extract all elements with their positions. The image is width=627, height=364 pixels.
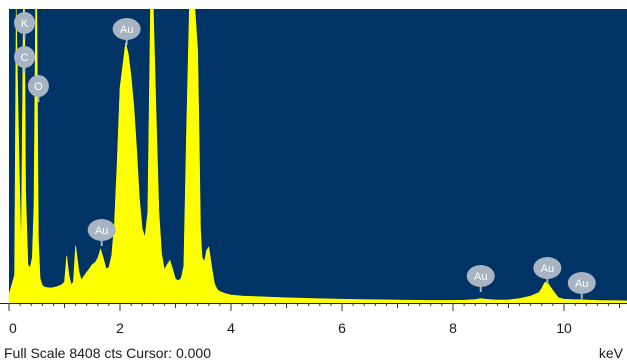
- element-marker-k: K: [14, 12, 36, 39]
- element-marker-label: O: [34, 81, 43, 93]
- element-marker-au: Au: [112, 18, 141, 45]
- element-marker-label: Au: [575, 278, 588, 290]
- element-marker-au: Au: [567, 272, 596, 299]
- element-marker-label: K: [21, 18, 29, 30]
- x-tick-label: 0: [9, 320, 17, 336]
- x-tick-label: 2: [116, 320, 124, 336]
- x-tick-label: 4: [227, 320, 235, 336]
- x-axis-unit-label: keV: [598, 345, 623, 361]
- x-tick-label: 10: [556, 320, 572, 336]
- x-axis-ticks: 0 2 4 6 8 10: [8, 303, 620, 336]
- element-marker-au: Au: [533, 257, 562, 284]
- element-marker-label: Au: [541, 263, 554, 275]
- x-tick-label: 8: [449, 320, 457, 336]
- full-scale-cursor-readout: Full Scale 8408 cts Cursor: 0.000: [4, 345, 211, 361]
- element-marker-label: C: [21, 52, 29, 64]
- element-marker-au: Au: [87, 219, 116, 246]
- element-marker-label: Au: [474, 271, 487, 283]
- element-marker-au: Au: [466, 265, 495, 292]
- spectrum-area: [8, 8, 627, 304]
- element-marker-label: Au: [120, 24, 133, 36]
- element-marker-o: O: [27, 75, 49, 102]
- element-marker-c: C: [14, 46, 36, 73]
- x-tick-label: 6: [338, 320, 346, 336]
- element-markers: K C O Au Au Au Au Au: [14, 12, 596, 299]
- element-marker-label: Au: [95, 225, 108, 237]
